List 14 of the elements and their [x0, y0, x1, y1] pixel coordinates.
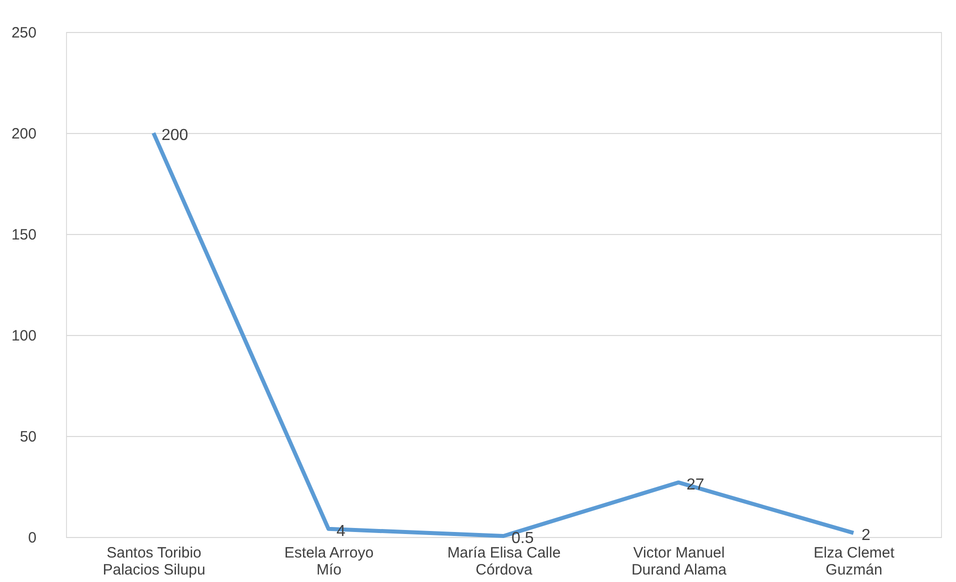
y-tick-label: 200 [11, 126, 36, 142]
x-tick-label: María Elisa Calle Córdova [447, 544, 561, 578]
x-tick-label: Santos Toribio Palacios Silupu [102, 544, 206, 578]
data-label: 0.5 [512, 530, 534, 547]
y-tick-label: 250 [11, 24, 36, 42]
y-tick-label: 150 [11, 226, 36, 244]
y-tick-label: 50 [20, 428, 36, 446]
x-tick-label: Estela Arroyo Mío [284, 544, 374, 578]
x-tick-label: Victor Manuel Durand Alama [631, 544, 728, 578]
y-tick-label: 0 [28, 530, 36, 546]
x-tick-label: Elza Clemet Guzmán [814, 544, 896, 578]
y-tick-label: 100 [11, 328, 36, 344]
data-label: 2 [862, 526, 870, 544]
data-label: 200 [162, 127, 188, 144]
